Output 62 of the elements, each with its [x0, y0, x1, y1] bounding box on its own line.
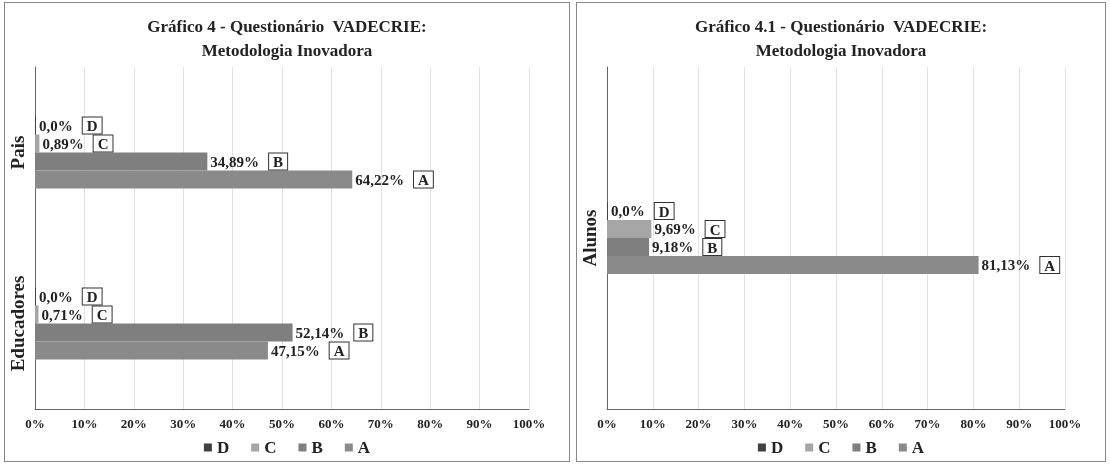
text: A [1044, 257, 1056, 274]
x-tick-label: 60% [868, 416, 895, 431]
text: B [707, 239, 718, 256]
x-tick-label: 0% [25, 416, 45, 431]
data-label: 9,69% [654, 221, 696, 237]
text: A [333, 343, 345, 359]
data-label: 0,0% [39, 288, 73, 305]
y-tick-label: Educadores [7, 275, 28, 372]
x-tick-label: 90% [1006, 416, 1033, 431]
legend-label: B [311, 438, 323, 457]
text: C [709, 221, 721, 238]
legend-label: C [818, 438, 831, 457]
text: D [658, 203, 670, 220]
bar [35, 134, 40, 153]
text: A [418, 172, 429, 188]
x-tick-label: 40% [219, 416, 246, 431]
x-tick-label: 70% [914, 416, 941, 431]
x-tick-label: 90% [466, 416, 493, 431]
data-label: 47,15% [270, 342, 320, 359]
y-tick-label: Alunos [579, 209, 600, 267]
x-tick-label: 20% [120, 416, 147, 431]
data-label: 34,89% [210, 153, 260, 170]
x-tick-label: 0% [597, 416, 617, 431]
legend-label: B [865, 438, 877, 457]
x-tick-label: 10% [639, 416, 666, 431]
legend-label: A [911, 438, 925, 457]
x-tick-label: 30% [731, 416, 758, 431]
data-label: 0,71% [41, 306, 83, 323]
x-tick-label: 80% [417, 416, 444, 431]
data-label: 9,18% [652, 239, 694, 255]
bar [607, 220, 652, 238]
text: D [86, 289, 98, 305]
legend-label: D [216, 438, 230, 457]
text: D [86, 118, 98, 134]
data-label: 81,13% [981, 257, 1031, 273]
chart-title: Gráfico 4.1 - Questionário VADECRIE: Metodologia Inovadora [694, 16, 988, 60]
x-tick-label: 70% [367, 416, 394, 431]
data-label: 0,89% [42, 135, 84, 152]
x-tick-label: 60% [318, 416, 345, 431]
x-tick-label: 80% [960, 416, 987, 431]
x-tick-label: 50% [823, 416, 849, 431]
x-tick-label: 100% [512, 416, 546, 431]
data-label: 52,14% [295, 324, 345, 341]
x-tick-label: 10% [71, 416, 98, 431]
y-tick-label: Pais [7, 135, 28, 170]
legend-label: D [770, 438, 784, 457]
data-label: 0,0% [611, 203, 645, 219]
x-tick-label: 40% [777, 416, 804, 431]
data-label: 64,22% [355, 171, 404, 188]
text: C [96, 307, 108, 323]
bar [35, 305, 39, 324]
text: C [97, 136, 109, 152]
x-tick-label: 100% [1048, 416, 1082, 431]
data-label: 0,0% [39, 117, 73, 134]
x-tick-label: 20% [685, 416, 712, 431]
text: B [273, 154, 284, 170]
chart-title: Gráfico 4 - Questionário VADECRIE: Metodologia Inovadora [147, 16, 427, 60]
x-tick-label: 30% [170, 416, 197, 431]
legend-label: A [357, 438, 371, 457]
x-tick-label: 50% [269, 416, 295, 431]
legend-label: C [264, 438, 277, 457]
text: B [358, 325, 369, 341]
